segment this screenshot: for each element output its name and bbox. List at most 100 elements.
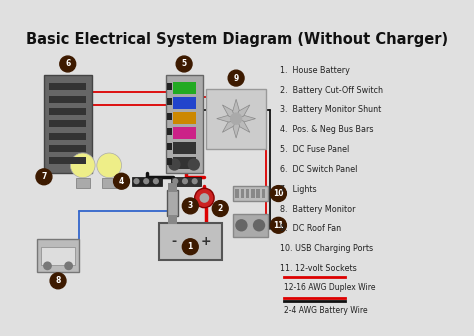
Text: 9.  DC Roof Fan: 9. DC Roof Fan bbox=[280, 224, 341, 234]
Polygon shape bbox=[233, 99, 240, 119]
Bar bbox=[49, 120, 86, 127]
Polygon shape bbox=[217, 115, 236, 122]
Circle shape bbox=[253, 219, 265, 232]
Circle shape bbox=[195, 188, 214, 208]
Polygon shape bbox=[222, 119, 236, 132]
Circle shape bbox=[153, 178, 159, 184]
Circle shape bbox=[271, 217, 286, 233]
Bar bbox=[49, 108, 86, 115]
Text: 8.  Battery Monitor: 8. Battery Monitor bbox=[280, 205, 356, 214]
Bar bbox=[171, 177, 201, 185]
Circle shape bbox=[235, 219, 247, 232]
Polygon shape bbox=[236, 105, 250, 119]
Text: 3: 3 bbox=[188, 201, 193, 210]
Text: -: - bbox=[172, 235, 177, 248]
Bar bbox=[44, 75, 91, 173]
Bar bbox=[167, 143, 172, 151]
Text: 9: 9 bbox=[234, 74, 239, 83]
Text: 6.  DC Switch Panel: 6. DC Switch Panel bbox=[280, 165, 357, 174]
Text: 7: 7 bbox=[41, 172, 46, 181]
Circle shape bbox=[71, 153, 95, 178]
Text: 11: 11 bbox=[273, 221, 283, 230]
Polygon shape bbox=[222, 105, 236, 119]
Text: 1: 1 bbox=[188, 242, 193, 251]
Bar bbox=[76, 178, 90, 188]
Bar bbox=[173, 112, 196, 124]
Bar bbox=[41, 247, 75, 265]
Circle shape bbox=[182, 178, 188, 184]
Bar bbox=[167, 158, 172, 165]
Circle shape bbox=[143, 178, 149, 184]
Polygon shape bbox=[236, 115, 255, 122]
Bar bbox=[235, 189, 239, 198]
Text: 5: 5 bbox=[182, 59, 187, 69]
Text: 2-4 AWG Battery Wire: 2-4 AWG Battery Wire bbox=[284, 305, 367, 314]
Bar bbox=[49, 158, 86, 165]
Circle shape bbox=[228, 70, 244, 86]
Bar bbox=[262, 189, 265, 198]
Text: 5.  DC Fuse Panel: 5. DC Fuse Panel bbox=[280, 145, 349, 154]
Text: +: + bbox=[201, 235, 211, 248]
Polygon shape bbox=[236, 119, 250, 132]
Circle shape bbox=[172, 178, 178, 184]
Text: 4.  Pos. & Neg Bus Bars: 4. Pos. & Neg Bus Bars bbox=[280, 125, 374, 134]
Circle shape bbox=[43, 261, 52, 270]
Bar bbox=[37, 239, 79, 272]
Text: 6: 6 bbox=[65, 59, 70, 69]
Bar bbox=[158, 223, 222, 260]
Circle shape bbox=[182, 239, 198, 255]
Circle shape bbox=[188, 158, 200, 171]
Circle shape bbox=[97, 153, 121, 178]
Bar bbox=[167, 83, 172, 90]
Bar bbox=[173, 141, 196, 154]
Text: 7.  Lights: 7. Lights bbox=[280, 185, 317, 194]
Circle shape bbox=[271, 185, 286, 202]
Circle shape bbox=[182, 198, 198, 214]
Bar bbox=[167, 128, 172, 135]
Bar bbox=[168, 215, 177, 223]
Text: 2: 2 bbox=[218, 204, 223, 213]
Circle shape bbox=[212, 201, 228, 216]
Circle shape bbox=[168, 158, 181, 171]
Bar bbox=[173, 82, 196, 94]
Text: 10: 10 bbox=[273, 189, 283, 198]
Circle shape bbox=[36, 169, 52, 185]
Bar bbox=[246, 189, 249, 198]
Bar bbox=[233, 214, 268, 237]
Text: 3.  Battery Monitor Shunt: 3. Battery Monitor Shunt bbox=[280, 106, 382, 115]
Bar bbox=[251, 189, 255, 198]
Bar bbox=[173, 96, 196, 109]
Bar bbox=[173, 157, 196, 169]
Bar bbox=[49, 133, 86, 140]
Bar bbox=[206, 89, 266, 149]
Bar bbox=[49, 83, 86, 90]
Bar bbox=[173, 127, 196, 139]
Polygon shape bbox=[233, 119, 240, 138]
Bar bbox=[102, 178, 116, 188]
Text: 10. USB Charging Ports: 10. USB Charging Ports bbox=[280, 244, 374, 253]
Text: 4: 4 bbox=[119, 177, 124, 186]
Bar bbox=[240, 189, 244, 198]
Bar bbox=[233, 185, 268, 202]
Text: 11. 12-volt Sockets: 11. 12-volt Sockets bbox=[280, 264, 357, 273]
Circle shape bbox=[176, 56, 192, 72]
Circle shape bbox=[133, 178, 140, 184]
Text: 12-16 AWG Duplex Wire: 12-16 AWG Duplex Wire bbox=[284, 284, 375, 292]
Circle shape bbox=[50, 273, 66, 289]
Text: 2.  Battery Cut-Off Switch: 2. Battery Cut-Off Switch bbox=[280, 86, 383, 94]
Bar bbox=[167, 113, 172, 120]
Circle shape bbox=[200, 193, 209, 203]
Bar bbox=[49, 145, 86, 152]
Bar bbox=[167, 190, 178, 216]
Bar bbox=[165, 75, 202, 173]
Circle shape bbox=[191, 178, 198, 184]
Text: 1.  House Battery: 1. House Battery bbox=[280, 66, 350, 75]
Bar bbox=[49, 96, 86, 103]
Text: 8: 8 bbox=[55, 276, 61, 285]
Bar bbox=[132, 177, 162, 185]
Circle shape bbox=[64, 261, 73, 270]
Circle shape bbox=[230, 113, 242, 125]
Text: Basic Electrical System Diagram (Without Charger): Basic Electrical System Diagram (Without… bbox=[26, 32, 448, 47]
Bar bbox=[167, 98, 172, 106]
Bar bbox=[256, 189, 260, 198]
